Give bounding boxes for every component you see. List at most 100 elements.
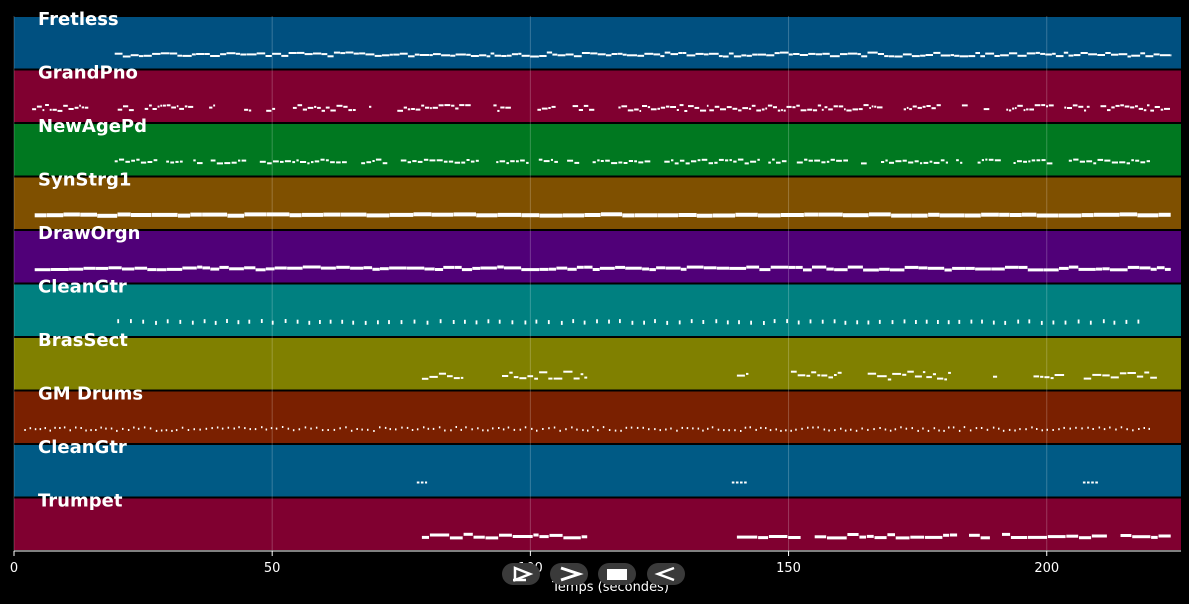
- note: [998, 427, 1000, 430]
- note: [46, 213, 64, 218]
- note: [1127, 372, 1136, 374]
- note: [327, 429, 329, 431]
- note: [280, 160, 284, 163]
- note: [828, 429, 830, 432]
- note: [552, 53, 558, 56]
- note: [1068, 159, 1072, 162]
- note: [783, 109, 786, 112]
- note: [980, 427, 983, 429]
- note: [999, 212, 1010, 217]
- note: [49, 108, 52, 111]
- note: [350, 266, 364, 270]
- track-lane-6: [14, 338, 1181, 390]
- note: [90, 429, 92, 432]
- track-label-5: CleanGtr: [38, 277, 127, 298]
- note: [597, 53, 606, 56]
- note: [1138, 428, 1140, 430]
- note: [844, 108, 846, 111]
- note: [954, 54, 960, 57]
- note: [813, 109, 818, 112]
- note: [1086, 160, 1093, 163]
- note: [502, 375, 509, 377]
- rewind-button[interactable]: [647, 563, 685, 585]
- note: [891, 213, 912, 218]
- note: [915, 320, 917, 324]
- stop-button[interactable]: [598, 563, 636, 585]
- note: [116, 429, 118, 432]
- note: [707, 427, 709, 430]
- note: [925, 319, 928, 324]
- note: [792, 106, 796, 109]
- note: [1091, 534, 1107, 538]
- note: [527, 375, 534, 378]
- note: [153, 159, 158, 162]
- note: [695, 52, 704, 55]
- note: [1046, 428, 1048, 431]
- track-lane-4: [14, 231, 1181, 283]
- play-forward-button[interactable]: [502, 563, 540, 585]
- play-icon: [513, 566, 534, 582]
- note: [329, 319, 332, 324]
- note: [654, 428, 656, 431]
- note: [797, 320, 800, 325]
- note: [1031, 159, 1036, 162]
- note: [686, 265, 704, 269]
- note: [660, 106, 666, 109]
- note: [403, 106, 407, 109]
- note: [1026, 52, 1036, 55]
- note: [95, 266, 109, 270]
- note: [676, 429, 678, 432]
- note: [197, 265, 203, 269]
- note: [429, 54, 433, 57]
- note: [1014, 107, 1017, 110]
- note: [500, 106, 505, 109]
- note: [758, 213, 781, 218]
- note: [1041, 429, 1043, 432]
- x-tick-label-0: 0: [10, 561, 18, 576]
- note: [281, 54, 289, 57]
- note: [755, 428, 757, 431]
- note: [824, 106, 828, 109]
- note: [287, 427, 290, 430]
- note: [142, 319, 145, 324]
- note: [79, 104, 81, 107]
- note: [539, 213, 563, 218]
- note: [190, 212, 202, 217]
- note: [259, 160, 266, 163]
- note: [769, 429, 772, 432]
- x-tick-label-3: 150: [776, 561, 801, 576]
- note: [874, 105, 877, 108]
- note: [226, 319, 228, 323]
- note: [342, 161, 347, 164]
- note: [905, 427, 908, 430]
- note: [29, 427, 32, 430]
- note: [423, 158, 429, 161]
- note: [857, 53, 861, 56]
- note: [605, 159, 610, 162]
- note: [131, 159, 135, 162]
- note: [147, 268, 157, 272]
- fast-forward-button[interactable]: [550, 563, 588, 585]
- note: [639, 110, 642, 112]
- note: [894, 55, 903, 58]
- note: [877, 53, 884, 55]
- note: [807, 108, 813, 111]
- note: [732, 107, 738, 110]
- note: [1100, 105, 1107, 108]
- note: [914, 375, 922, 378]
- note: [1091, 481, 1094, 484]
- note: [761, 108, 765, 111]
- note: [531, 427, 533, 430]
- note: [768, 161, 771, 164]
- note: [1019, 265, 1028, 269]
- note: [108, 266, 122, 270]
- note: [1006, 108, 1009, 111]
- note: [1110, 268, 1128, 272]
- note: [68, 108, 74, 110]
- note: [1058, 428, 1060, 431]
- note: [702, 320, 705, 324]
- note: [493, 104, 497, 107]
- note: [97, 213, 118, 218]
- note: [534, 377, 538, 380]
- note: [1086, 105, 1090, 108]
